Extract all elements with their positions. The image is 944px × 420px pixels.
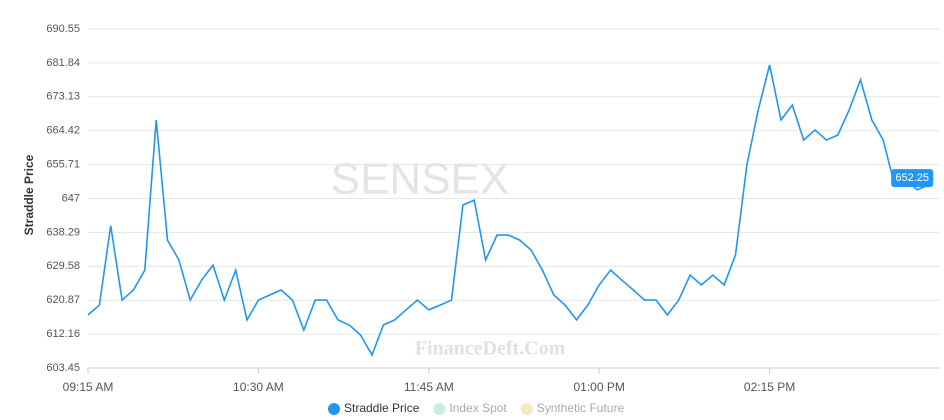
y-tick-label: 681.84 [46, 57, 80, 69]
y-tick-label: 690.55 [46, 23, 80, 35]
value-label-bg [891, 169, 934, 188]
legend-marker[interactable] [328, 403, 340, 415]
x-tick-label: 01:00 PM [574, 380, 625, 394]
y-tick-label: 638.29 [46, 226, 80, 238]
legend-marker[interactable] [520, 403, 533, 415]
x-tick-label: 11:45 AM [404, 380, 454, 394]
x-tick-label: 02:15 PM [744, 380, 795, 394]
y-tick-label: 620.87 [46, 294, 80, 306]
y-axis-label: Straddle Price [22, 154, 36, 235]
x-tick-label: 10:30 AM [233, 380, 284, 394]
y-tick-label: 655.71 [46, 159, 80, 171]
y-tick-label: 673.13 [46, 91, 80, 103]
value-label: 652.25 [895, 172, 929, 184]
y-tick-label: 629.58 [46, 260, 80, 272]
credit: FinanceDeft.Com [415, 338, 566, 360]
line [87, 64, 934, 357]
y-tick-label: 664.42 [46, 125, 80, 137]
y-tick-label: 603.45 [46, 362, 80, 374]
legend-label[interactable]: Index Spot [449, 401, 507, 415]
legend-marker[interactable] [433, 403, 446, 415]
legend-label[interactable]: Straddle Price [344, 401, 420, 415]
legend-label[interactable]: Synthetic Future [537, 401, 625, 415]
y-tick-label: 612.16 [46, 328, 80, 340]
watermark: SENSEX [331, 155, 510, 204]
x-tick-label: 09:15 AM [63, 380, 114, 394]
y-tick-label: 647 [62, 192, 80, 204]
